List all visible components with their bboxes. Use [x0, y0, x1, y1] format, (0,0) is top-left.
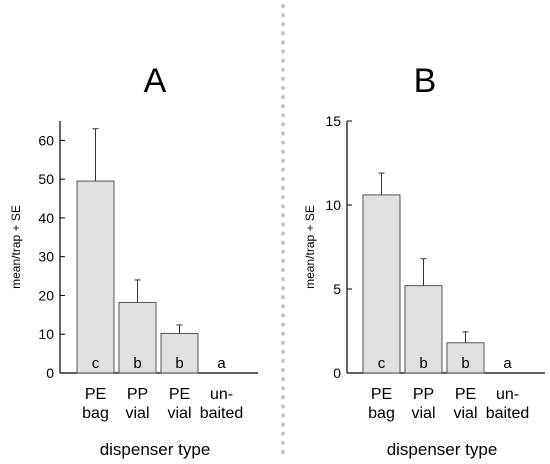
y-tick-label: 10 — [38, 326, 54, 342]
y-tick-label: 30 — [38, 249, 54, 265]
y-tick-label: 0 — [46, 365, 54, 381]
y-axis-title: mean/trap + SE — [9, 205, 23, 289]
category-label: vial — [411, 405, 435, 422]
y-tick-label: 15 — [325, 113, 341, 129]
significance-letter: b — [419, 355, 427, 372]
significance-letter: b — [175, 355, 183, 372]
category-label: PE — [455, 386, 476, 403]
significance-letter: a — [503, 355, 512, 372]
category-label: PP — [127, 386, 148, 403]
category-label: baited — [200, 405, 244, 422]
category-label: vial — [453, 405, 477, 422]
category-label: PE — [85, 386, 106, 403]
category-label: bag — [368, 405, 395, 422]
y-tick-label: 40 — [38, 210, 54, 226]
significance-letter: a — [217, 355, 226, 372]
category-label: un- — [210, 386, 233, 403]
panel-title: B — [414, 62, 437, 100]
category-label: vial — [125, 405, 149, 422]
category-label: vial — [167, 405, 191, 422]
category-label: PP — [413, 386, 434, 403]
y-tick-label: 20 — [38, 287, 54, 303]
category-label: PE — [169, 386, 190, 403]
significance-letter: b — [133, 355, 141, 372]
category-label: baited — [486, 405, 530, 422]
y-tick-label: 60 — [38, 132, 54, 148]
category-label: un- — [496, 386, 519, 403]
y-tick-label: 0 — [333, 365, 341, 381]
bar — [446, 342, 485, 374]
significance-letter: b — [461, 355, 469, 372]
panel-title: A — [144, 62, 167, 100]
significance-letter: c — [378, 355, 386, 372]
bar — [76, 180, 115, 374]
bar — [404, 285, 443, 374]
y-tick-label: 5 — [333, 281, 341, 297]
category-label: PE — [371, 386, 392, 403]
bar — [362, 194, 401, 374]
x-axis-title: dispenser type — [387, 440, 498, 459]
bar — [118, 301, 157, 374]
category-label: bag — [82, 405, 109, 422]
significance-letter: c — [92, 355, 100, 372]
y-tick-label: 10 — [325, 197, 341, 213]
y-tick-label: 50 — [38, 171, 54, 187]
x-axis-title: dispenser type — [100, 440, 211, 459]
y-axis-title: mean/trap + SE — [303, 205, 317, 289]
